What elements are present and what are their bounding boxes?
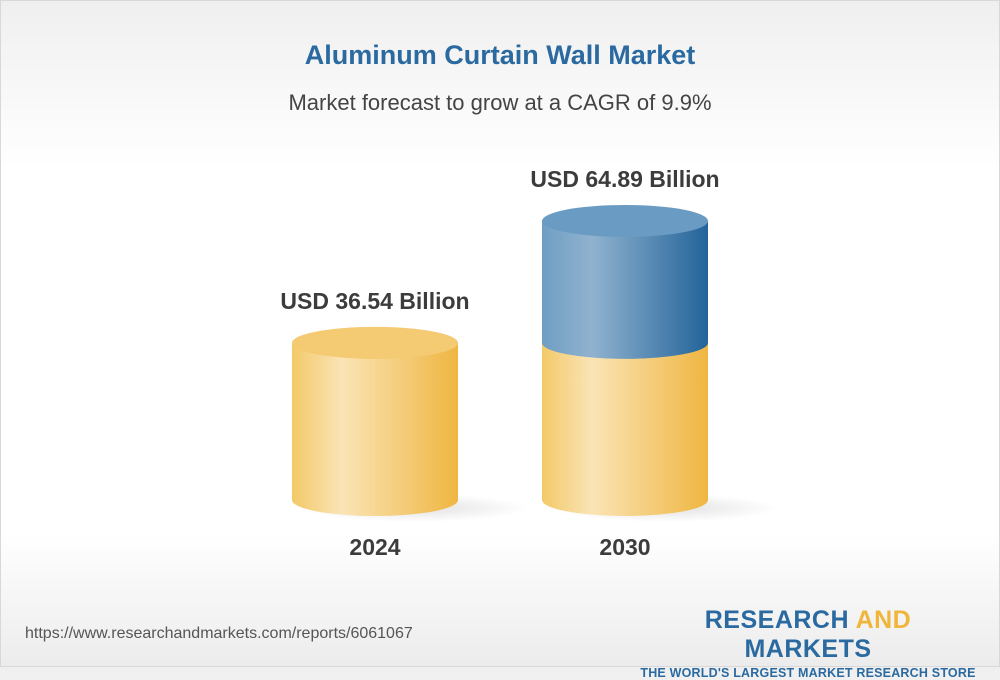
bar-2030: USD 64.89 Billion 2030 bbox=[530, 166, 778, 560]
logo-word: AND bbox=[855, 606, 912, 634]
source-url[interactable]: https://www.researchandmarkets.com/repor… bbox=[25, 625, 413, 642]
chart-title: Aluminum Curtain Wall Market bbox=[304, 40, 696, 70]
research-and-markets-logo: RESEARCH AND MARKETS THE WORLD'S LARGEST… bbox=[640, 606, 976, 680]
logo-word: MARKETS bbox=[744, 635, 872, 663]
bar-base-segment-body bbox=[542, 342, 708, 516]
data-label: USD 36.54 Billion bbox=[280, 288, 469, 314]
data-label: USD 64.89 Billion bbox=[530, 166, 719, 192]
category-label: 2030 bbox=[599, 534, 650, 560]
logo-tagline: THE WORLD'S LARGEST MARKET RESEARCH STOR… bbox=[640, 666, 976, 680]
bar-growth-segment-body bbox=[542, 220, 708, 359]
category-label: 2024 bbox=[349, 534, 400, 560]
bar-growth-segment-top bbox=[542, 204, 708, 237]
bar-base-body bbox=[292, 342, 458, 516]
bar-base-top bbox=[292, 326, 458, 359]
bar-2024: USD 36.54 Billion 2024 bbox=[280, 288, 528, 560]
logo-word: RESEARCH bbox=[704, 606, 850, 634]
chart-subtitle: Market forecast to grow at a CAGR of 9.9… bbox=[288, 90, 712, 115]
